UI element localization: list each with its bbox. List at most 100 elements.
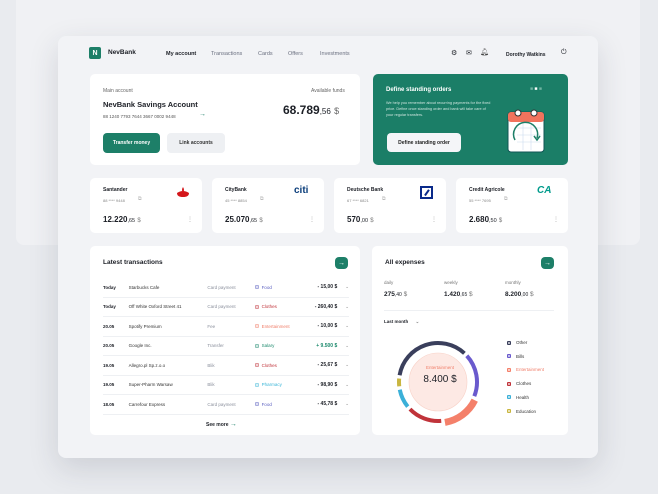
credit-agricole-logo: CA [537,185,552,196]
transaction-category: Pharmacy [254,382,314,387]
chevron-down-icon[interactable]: ⌄ [345,323,350,329]
santander-logo [177,187,189,197]
category-label: Salary [261,343,275,349]
chevron-down-icon[interactable]: ⌄ [345,381,350,387]
transaction-category: Food [254,285,314,290]
chevron-down-icon[interactable]: ⌄ [345,303,350,309]
transaction-date: 19.05 [103,382,115,388]
copy-icon[interactable]: ⧉ [260,196,264,202]
nav-my-account[interactable]: My account [166,51,197,57]
donut-segment-other[interactable] [397,341,466,376]
transactions-arrow-button[interactable]: → [335,257,348,269]
nav-investments[interactable]: Investments [320,51,350,57]
stat-int: 8.200 [505,291,522,298]
transaction-type: Card payment [207,401,236,407]
bank-card[interactable] [212,178,324,233]
transaction-name: Allegro.pl Sp.z.o.o [128,362,166,368]
legend-label: Clothes [516,381,532,387]
nav-offers[interactable]: Offers [288,51,303,57]
see-more-link[interactable]: See more → [206,421,237,428]
link-accounts-button[interactable]: Link accounts [167,133,225,153]
category-icon [254,343,259,348]
transaction-date: 20.05 [103,323,115,329]
copy-icon[interactable]: ⧉ [138,196,142,202]
transaction-amount: - 15,00 $ [317,284,338,291]
legend-item[interactable]: Health [507,395,529,400]
transaction-category: Clothes [254,362,314,368]
expenses-arrow-button[interactable]: → [541,257,554,269]
transactions-title: Latest transactions [103,259,163,266]
transaction-name: Starbucks Cafe [128,284,160,290]
legend-item[interactable]: Education [507,409,536,414]
balance-dec: ,50 [489,218,497,224]
transfer-money-button[interactable]: Transfer money [103,133,160,153]
settings-icon[interactable]: ⚙ [451,50,458,57]
arrow-right-icon[interactable]: → [199,111,206,118]
carousel-dots[interactable]: ■ ■ ■ [530,86,542,92]
more-options-icon[interactable]: ⋮ [431,217,437,223]
transaction-name: Super-Pharm Warsaw [128,382,173,388]
nav-cards[interactable]: Cards [258,51,273,57]
donut-segment-clothes[interactable] [408,407,442,423]
transaction-row[interactable]: Today Starbucks Cafe Card payment Food -… [103,278,349,298]
chevron-down-icon[interactable]: ⌄ [345,401,350,407]
balance-dec: ,65 [249,218,258,224]
mail-icon[interactable]: ✉ [466,50,472,57]
more-options-icon[interactable]: ⋮ [553,217,559,223]
center-label: Entertainment [425,365,454,370]
bank-card[interactable] [456,178,568,233]
transaction-name: Carrefour Express [128,401,166,407]
nav-transactions[interactable]: Transactions [211,51,243,57]
transaction-category: Food [254,402,314,407]
currency: $ [259,218,263,224]
transaction-row[interactable]: 19.05 Super-Pharm Warsaw Blik Pharmacy -… [103,376,350,395]
stat-value: 8.200,00 $ [505,291,534,298]
transaction-date: 20.05 [103,343,115,349]
legend-item[interactable]: Other [507,340,527,345]
citi-logo: citi [294,185,309,196]
more-options-icon[interactable]: ⋮ [309,217,315,223]
transaction-category: Entertainment [254,323,314,329]
balance-dec: ,65 [127,218,136,224]
expenses-donut-chart[interactable] [388,332,488,432]
category-icon [254,363,259,368]
period-select[interactable]: Last month ⌄ [384,319,419,325]
category-label: Entertainment [261,323,290,329]
donut-segment-health[interactable] [397,389,410,408]
transaction-row[interactable]: Today Off White Oxford Street 41 Card pa… [103,298,350,317]
bank-balance: 570,00 $ [347,215,374,224]
chevron-down-icon[interactable]: ⌄ [345,342,350,348]
transaction-amount: - 98,90 $ [317,381,338,388]
category-icon [254,285,259,290]
chevron-down-icon[interactable]: ⌄ [345,362,350,368]
legend-item[interactable]: Clothes [507,381,531,386]
currency: $ [469,291,473,298]
legend-label: Entertainment [516,367,545,373]
legend-label: Health [516,394,530,400]
transaction-row[interactable]: 18.05 Carrefour Express Card payment Foo… [103,395,349,415]
user-name[interactable]: Dorothy Watkins [506,52,546,58]
chevron-down-icon[interactable]: ⌄ [345,284,350,290]
logo[interactable]: N [89,47,101,59]
category-icon [254,324,259,329]
bank-card[interactable] [90,178,202,233]
category-icon [254,402,259,407]
define-standing-order-button[interactable]: Define standing order [387,133,461,152]
bell-icon[interactable]: 🔔︎ [480,49,489,56]
copy-icon[interactable]: ⧉ [382,196,386,202]
deutsche-bank-logo [420,186,433,199]
category-label: Clothes [261,362,277,368]
donut-segment-entertainment[interactable] [444,398,478,426]
copy-icon[interactable]: ⧉ [504,196,508,202]
legend-item[interactable]: Bills [507,354,524,359]
transaction-amount: - 260,40 $ [314,303,338,310]
period-label: Last month [384,319,409,324]
transaction-row[interactable]: 20.05 Google Inc. Transfer Salary + 9.50… [103,337,350,356]
legend-item[interactable]: Entertainment [507,367,544,372]
transaction-row[interactable]: 20.05 Spotify Premium Fee Entertainment … [103,317,349,337]
more-options-icon[interactable]: ⋮ [187,217,193,223]
brand-name: NevBank [108,49,136,56]
donut-segment-bills[interactable] [465,354,479,397]
logout-icon[interactable]: ⏻ [561,49,567,56]
transaction-row[interactable]: 19.05 Allegro.pl Sp.z.o.o Blik Clothes -… [103,356,349,376]
